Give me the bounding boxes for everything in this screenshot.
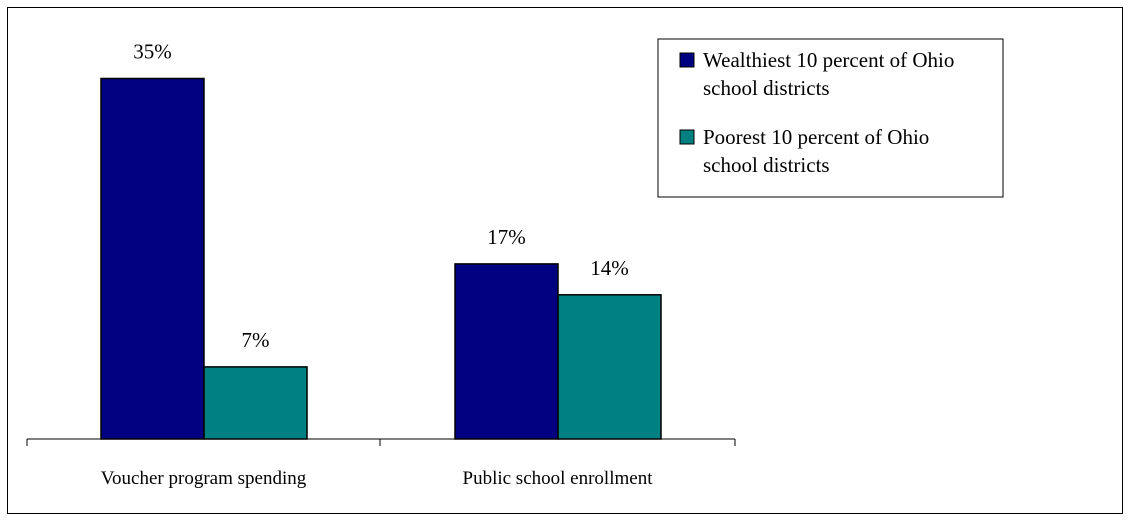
bar — [203, 366, 308, 440]
legend-label: Poorest 10 percent of Ohio school distric… — [703, 125, 929, 177]
legend-swatch — [679, 129, 695, 145]
x-tick-label: Public school enrollment — [463, 468, 654, 489]
bar — [557, 294, 662, 440]
bar-value-label: 7% — [242, 328, 270, 352]
legend-label-line: school districts — [703, 76, 830, 100]
legend-label-line: Poorest 10 percent of Ohio — [703, 125, 929, 149]
x-tick-labels: Voucher program spending Public school en… — [101, 468, 653, 489]
legend-box — [657, 38, 1004, 198]
bars — [100, 77, 662, 440]
bar — [454, 263, 559, 440]
legend-label: Wealthiest 10 percent of Ohio school dist… — [703, 48, 954, 100]
x-axis — [26, 438, 736, 446]
bar — [100, 77, 205, 440]
legend-swatch — [679, 52, 695, 68]
data-labels: 35% 7% 17% 14% — [133, 40, 629, 352]
legend-label-line: Wealthiest 10 percent of Ohio — [703, 48, 954, 72]
legend-label-line: school districts — [703, 153, 830, 177]
bar-value-label: 14% — [590, 256, 629, 280]
bar-value-label: 17% — [487, 225, 526, 249]
legend: Wealthiest 10 percent of Ohio school dist… — [657, 38, 1004, 198]
bar-value-label: 35% — [133, 40, 172, 64]
x-tick-label: Voucher program spending — [101, 468, 307, 489]
